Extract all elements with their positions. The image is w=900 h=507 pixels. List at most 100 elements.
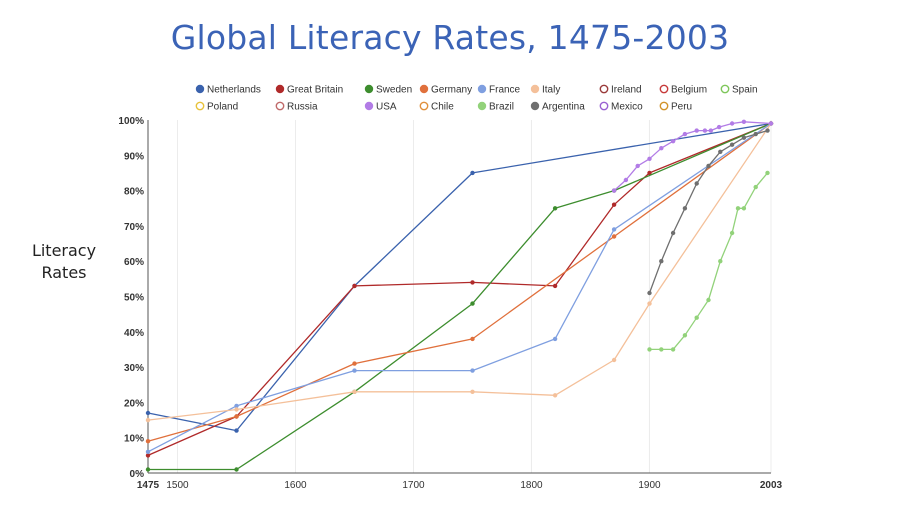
legend-marker — [599, 101, 609, 111]
data-point-argentina — [659, 259, 664, 264]
data-point-france — [552, 336, 558, 342]
series-france — [145, 121, 774, 454]
series-line-netherlands — [147, 122, 772, 432]
data-point-brazil — [647, 347, 652, 352]
data-point-germany — [352, 361, 357, 366]
data-point-great-britain — [470, 280, 475, 285]
y-axis-title: Literacy Rates — [31, 241, 97, 282]
axes: 1475 1500 1600 1700 1800 1900 2003 0% 10% 20% 30% 4… — [118, 116, 782, 491]
data-point-brazil — [694, 315, 699, 320]
y-tick-label: 20% — [124, 398, 144, 409]
legend-label: France — [489, 85, 521, 96]
legend-marker — [195, 84, 205, 94]
x-tick-label: 1900 — [638, 480, 661, 491]
data-point-argentina — [741, 135, 747, 140]
legend-marker — [720, 84, 730, 94]
data-point-argentina — [706, 163, 711, 169]
data-point-usa — [623, 177, 629, 183]
data-point-sweden — [552, 206, 558, 211]
data-point-argentina — [694, 181, 699, 186]
data-point-usa — [659, 146, 664, 151]
data-point-argentina — [729, 142, 735, 147]
grid — [147, 120, 772, 473]
data-point-usa — [729, 121, 735, 126]
legend-item-spain: Spain — [720, 84, 758, 96]
data-point-italy — [552, 393, 558, 398]
data-point-great-britain — [352, 283, 357, 289]
legend-label: Chile — [431, 102, 454, 113]
data-point-usa — [670, 139, 676, 144]
data-point-usa — [708, 128, 713, 133]
legend-item-russia: Russia — [275, 102, 318, 113]
legend-item-ireland: Ireland — [599, 85, 642, 96]
legend-marker — [530, 84, 540, 94]
legend-item-great-britain: Great Britain — [275, 85, 343, 96]
legend-marker — [659, 101, 669, 111]
y-tick-label: 50% — [124, 293, 144, 304]
series-line-brazil — [649, 172, 768, 351]
legend-item-netherlands: Netherlands — [195, 84, 261, 96]
y-tick-label: 70% — [124, 222, 144, 233]
y-tick-label: 30% — [124, 363, 144, 374]
data-point-argentina — [765, 128, 770, 133]
x-tick-label: 1700 — [402, 480, 425, 491]
legend-item-italy: Italy — [530, 84, 560, 96]
series-line-sweden — [148, 122, 772, 471]
legend-label: Italy — [542, 85, 560, 96]
legend-item-belgium: Belgium — [659, 84, 707, 96]
series-italy — [145, 121, 774, 423]
data-point-great-britain — [145, 453, 151, 458]
data-point-brazil — [741, 206, 747, 211]
legend-label: USA — [376, 102, 397, 113]
data-point-great-britain — [611, 202, 617, 207]
data-point-argentina — [647, 290, 652, 296]
legend-label: Peru — [671, 102, 692, 113]
legend-marker — [195, 101, 205, 111]
data-point-brazil — [765, 170, 770, 176]
legend-label: Belgium — [671, 85, 707, 96]
legend-label: Great Britain — [287, 85, 343, 96]
legend-marker — [419, 101, 429, 111]
data-point-brazil — [735, 206, 741, 211]
legend: Netherlands Great Britain Sweden Germany Fra… — [195, 84, 758, 113]
legend-item-germany: Germany — [419, 85, 472, 96]
data-point-italy — [470, 389, 475, 394]
legend-item-chile: Chile — [419, 101, 454, 113]
legend-item-peru: Peru — [659, 101, 692, 113]
legend-label: Netherlands — [207, 85, 261, 96]
legend-marker — [364, 101, 374, 111]
data-point-brazil — [670, 347, 676, 352]
data-point-argentina — [753, 131, 758, 137]
data-point-france — [470, 368, 475, 373]
data-point-brazil — [718, 259, 723, 264]
y-tick-label: 10% — [124, 434, 144, 445]
data-point-usa — [768, 121, 774, 126]
legend-marker — [659, 84, 669, 94]
legend-item-usa: USA — [364, 101, 397, 113]
legend-item-france: France — [477, 85, 521, 96]
data-point-italy — [234, 407, 239, 412]
legend-item-poland: Poland — [195, 101, 238, 113]
data-point-brazil — [753, 184, 758, 190]
data-point-usa — [647, 156, 652, 161]
data-point-france — [352, 368, 357, 373]
data-point-argentina — [670, 230, 676, 236]
series-line-great-britain — [147, 122, 772, 456]
series-usa — [611, 119, 774, 193]
series-netherlands — [145, 121, 774, 433]
legend-marker — [477, 101, 487, 111]
data-point-brazil — [706, 297, 711, 303]
data-point-great-britain — [552, 283, 558, 289]
data-point-france — [611, 227, 617, 232]
series-layer — [145, 119, 774, 472]
data-point-sweden — [234, 467, 239, 472]
y-tick-label: 80% — [124, 187, 144, 198]
data-point-usa — [702, 128, 708, 133]
legend-item-argentina: Argentina — [530, 102, 585, 113]
data-point-brazil — [682, 333, 688, 338]
series-line-france — [147, 122, 772, 453]
data-point-netherlands — [234, 428, 239, 433]
series-line-italy — [147, 123, 772, 421]
y-tick-label: 0% — [130, 469, 145, 480]
